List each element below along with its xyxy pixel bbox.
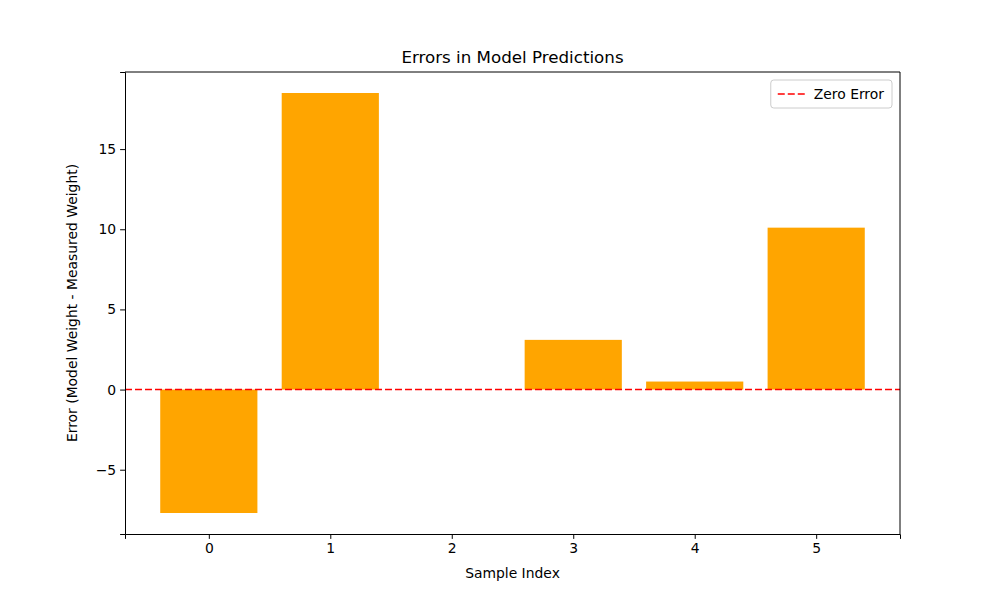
tick-label: 10	[98, 221, 116, 237]
tick-mark	[816, 534, 817, 539]
axis-line	[120, 73, 125, 535]
frame	[900, 72, 901, 534]
axis-line	[126, 535, 901, 539]
tick: 0	[205, 534, 214, 556]
bar	[160, 390, 257, 513]
background	[0, 0, 1000, 600]
tick-label: −5	[96, 462, 116, 478]
tick-mark	[695, 534, 696, 539]
tick: 0	[107, 382, 125, 398]
tick: 10	[98, 221, 125, 237]
plot: 0 1 2 3 4 5 −5 0 5 10 15 Zero Error	[96, 72, 901, 556]
tick-mark	[120, 390, 125, 391]
bar	[768, 228, 865, 390]
tick-mark	[120, 229, 125, 230]
legend-label: Zero Error	[814, 86, 885, 102]
bar	[525, 340, 622, 390]
tick-mark	[120, 309, 125, 310]
tick: 3	[569, 534, 578, 556]
y-axis: −5 0 5 10 15	[96, 73, 126, 535]
reference-line	[125, 389, 900, 391]
tick: −5	[96, 462, 125, 478]
title: Errors in Model Predictions	[401, 47, 623, 67]
tick-label: 0	[107, 382, 116, 398]
frame	[125, 72, 900, 73]
tick: 5	[812, 534, 821, 556]
marks	[125, 93, 900, 513]
tick-label: 4	[691, 540, 700, 556]
bar	[646, 382, 743, 390]
x-axis-title: Sample Index	[465, 565, 560, 581]
legend-box	[771, 80, 892, 108]
legend: Zero Error	[771, 80, 892, 108]
tick: 15	[98, 141, 125, 157]
tick-label: 5	[812, 540, 821, 556]
tick-label: 5	[107, 301, 116, 317]
tick: 1	[326, 534, 335, 556]
tick-mark	[573, 534, 574, 539]
tick-label: 3	[569, 540, 578, 556]
tick: 5	[107, 301, 125, 317]
tick: 4	[691, 534, 700, 556]
tick-label: 0	[205, 540, 214, 556]
y-axis-title: Error (Model Weight - Measured Weight)	[64, 164, 80, 442]
tick: 2	[448, 534, 457, 556]
tick-mark	[209, 534, 210, 539]
chart: 0 1 2 3 4 5 −5 0 5 10 15 Zero Error Errors in Model …	[0, 0, 1000, 600]
tick-label: 2	[448, 540, 457, 556]
tick-label: 15	[98, 141, 116, 157]
legend-swatch	[778, 93, 806, 95]
tick-mark	[120, 149, 125, 150]
tick-label: 1	[326, 540, 335, 556]
tick-mark	[452, 534, 453, 539]
tick-mark	[330, 534, 331, 539]
tick-mark	[120, 470, 125, 471]
x-axis: 0 1 2 3 4 5	[126, 534, 901, 556]
bar	[282, 93, 379, 390]
